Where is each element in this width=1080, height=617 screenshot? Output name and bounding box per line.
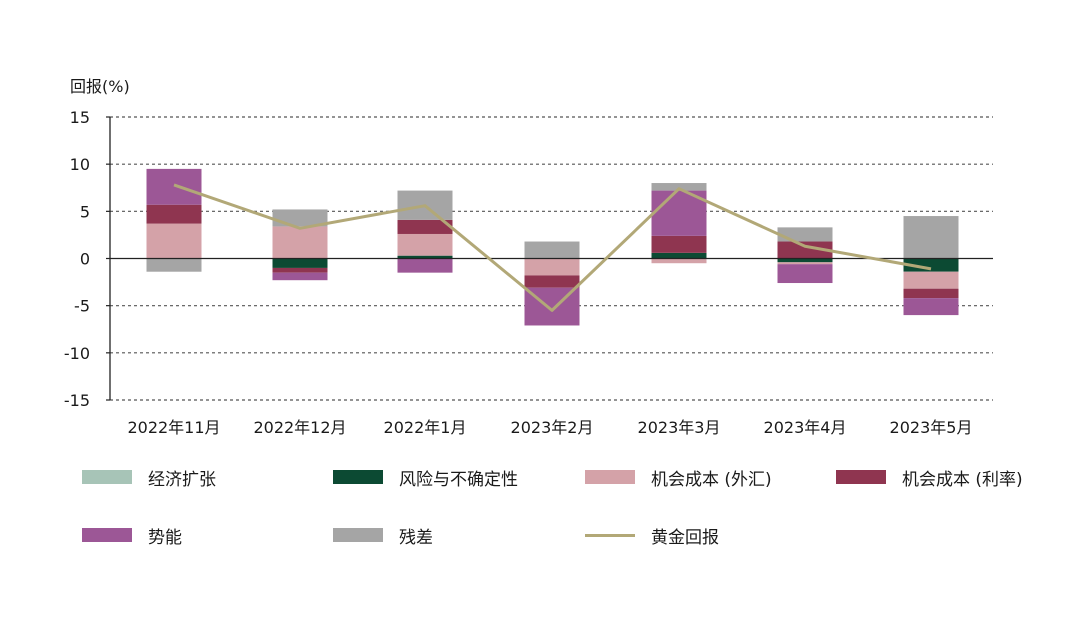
bar-segment — [903, 288, 959, 299]
bar-segment — [397, 258, 453, 273]
bar-segment — [524, 275, 580, 288]
y-tick-label: -10 — [64, 344, 90, 363]
gold-return-line-layer — [173, 183, 932, 312]
bar-segment — [146, 223, 202, 259]
y-axis-title: 回报(%) — [70, 77, 130, 96]
bar-segment — [777, 241, 833, 259]
bar-segment — [651, 235, 707, 253]
axes — [106, 116, 993, 401]
bar-segment — [903, 216, 959, 259]
bar-segment — [777, 262, 833, 265]
x-tick-label: 2022年1月 — [384, 418, 467, 437]
bar-segment — [903, 271, 959, 289]
gold-return-line — [173, 183, 932, 312]
x-tick-label: 2023年3月 — [638, 418, 721, 437]
x-tick-label: 2023年5月 — [890, 418, 973, 437]
bar-segment — [272, 267, 328, 273]
bar-segment — [272, 226, 328, 259]
x-tick-label: 2022年11月 — [127, 418, 220, 437]
bar-segment — [903, 258, 959, 272]
bar-segment — [146, 204, 202, 224]
bar-segment — [777, 258, 833, 263]
x-tick-label: 2023年2月 — [511, 418, 594, 437]
bar-segment — [146, 168, 202, 205]
bar-segment — [524, 241, 580, 259]
y-tick-label: -15 — [64, 391, 90, 410]
bar-segment — [777, 227, 833, 242]
bar-segment — [903, 298, 959, 316]
y-tick-label: 5 — [80, 202, 90, 221]
bar-segment — [777, 264, 833, 284]
y-tick-label: 10 — [70, 155, 90, 174]
bar-segment — [272, 258, 328, 268]
y-tick-label: 0 — [80, 250, 90, 269]
axis-labels: 15 10 5 0 -5 -10 -15 回报(%) 2022年11月 2022年12月 2022年… — [64, 77, 973, 437]
bar-segment — [651, 252, 707, 259]
bar-segment — [272, 272, 328, 281]
y-tick-label: 15 — [70, 108, 90, 127]
bar-segment — [524, 258, 580, 276]
x-tick-label: 2022年12月 — [253, 418, 346, 437]
bar-segment — [397, 255, 453, 259]
bar-segment — [397, 219, 453, 234]
x-tick-label: 2023年4月 — [764, 418, 847, 437]
bars — [146, 168, 959, 326]
bar-segment — [651, 183, 707, 191]
y-tick-label: -5 — [74, 297, 90, 316]
bar-segment — [651, 258, 707, 264]
bar-segment — [397, 233, 453, 256]
bar-segment — [146, 258, 202, 272]
